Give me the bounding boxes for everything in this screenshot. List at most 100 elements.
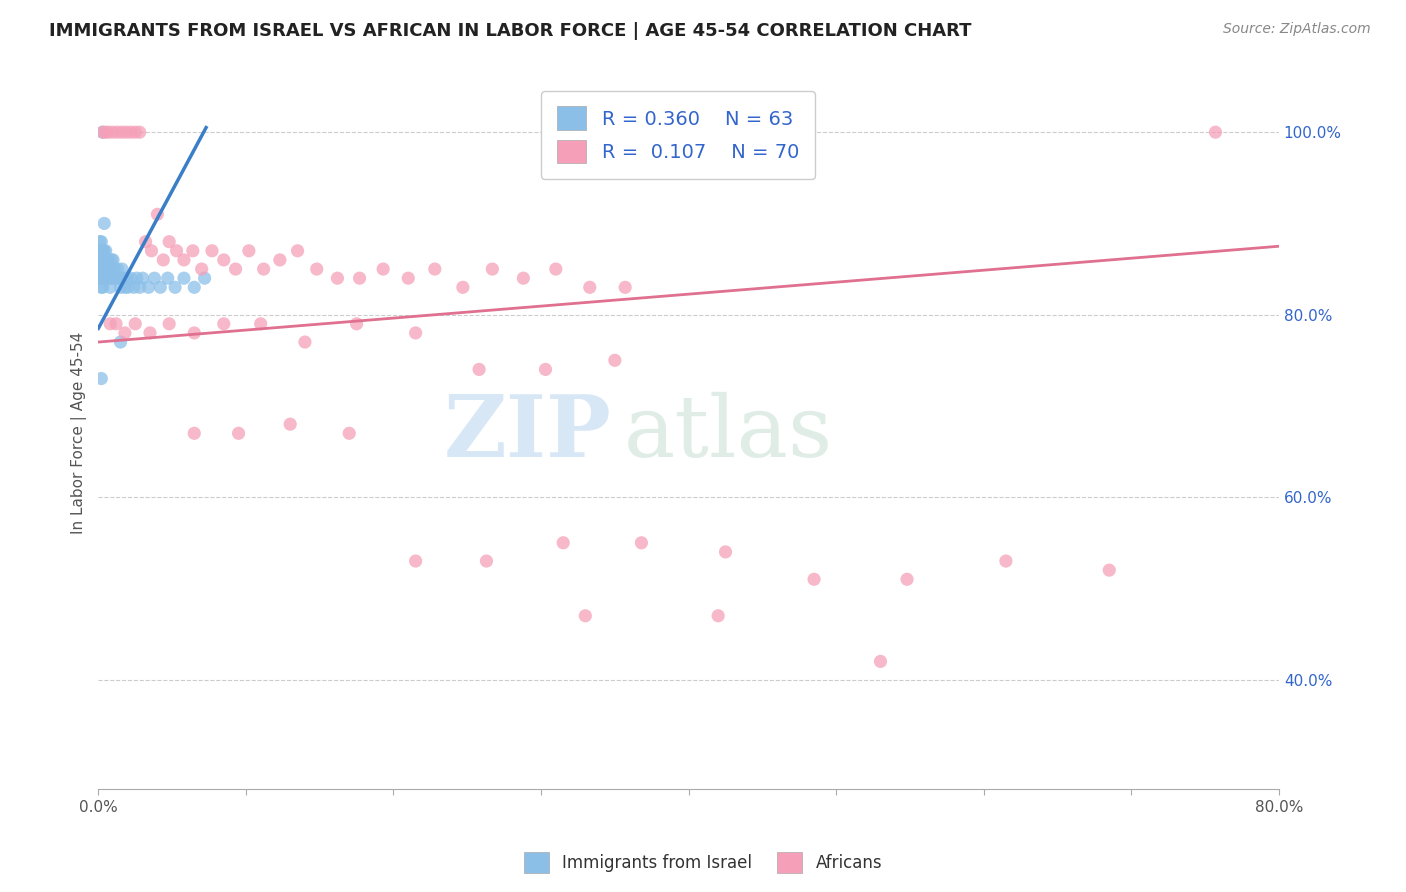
Point	[1204, 125, 1226, 139]
Point	[93, 252, 115, 267]
Point	[544, 262, 567, 277]
Point	[326, 271, 349, 285]
Point	[91, 262, 114, 277]
Point	[238, 244, 260, 258]
Point	[305, 262, 328, 277]
Point	[93, 271, 115, 285]
Text: atlas: atlas	[624, 392, 832, 475]
Point	[128, 280, 150, 294]
Point	[869, 654, 891, 668]
Point	[98, 317, 121, 331]
Point	[89, 235, 111, 249]
Point	[101, 271, 124, 285]
Point	[90, 244, 112, 258]
Point	[115, 125, 138, 139]
Point	[249, 317, 271, 331]
Point	[120, 125, 142, 139]
Point	[278, 417, 301, 432]
Point	[135, 235, 157, 249]
Point	[124, 317, 146, 331]
Point	[97, 252, 120, 267]
Point	[481, 262, 503, 277]
Point	[105, 317, 128, 331]
Point	[405, 554, 427, 568]
Point	[373, 262, 395, 277]
Point	[111, 125, 134, 139]
Text: Source: ZipAtlas.com: Source: ZipAtlas.com	[1223, 22, 1371, 37]
Point	[103, 262, 125, 277]
Point	[396, 271, 419, 285]
Point	[110, 334, 132, 349]
Point	[90, 252, 112, 267]
Point	[97, 125, 120, 139]
Point	[111, 262, 134, 277]
Point	[110, 280, 132, 294]
Point	[91, 271, 114, 285]
Point	[122, 280, 145, 294]
Point	[97, 262, 120, 277]
Point	[1098, 563, 1121, 577]
Point	[100, 271, 122, 285]
Point	[97, 271, 120, 285]
Point	[287, 244, 309, 258]
Point	[534, 362, 557, 376]
Point	[114, 326, 136, 340]
Point	[141, 244, 163, 258]
Point	[98, 280, 121, 294]
Point	[574, 608, 596, 623]
Point	[294, 334, 316, 349]
Point	[405, 326, 427, 340]
Point	[173, 252, 195, 267]
Point	[108, 271, 131, 285]
Point	[183, 426, 205, 441]
Point	[714, 545, 737, 559]
Text: IMMIGRANTS FROM ISRAEL VS AFRICAN IN LABOR FORCE | AGE 45-54 CORRELATION CHART: IMMIGRANTS FROM ISRAEL VS AFRICAN IN LAB…	[49, 22, 972, 40]
Point	[225, 262, 247, 277]
Point	[93, 216, 115, 230]
Point	[96, 271, 118, 285]
Point	[98, 262, 121, 277]
Point	[125, 271, 148, 285]
Point	[89, 244, 111, 258]
Point	[337, 426, 360, 441]
Point	[578, 280, 600, 294]
Point	[89, 262, 111, 277]
Point	[152, 252, 174, 267]
Point	[194, 271, 217, 285]
Point	[105, 271, 128, 285]
Point	[90, 262, 112, 277]
Y-axis label: In Labor Force | Age 45-54: In Labor Force | Age 45-54	[72, 332, 87, 534]
Point	[90, 280, 112, 294]
Point	[896, 572, 918, 586]
Point	[94, 244, 117, 258]
Point	[157, 235, 180, 249]
Point	[115, 271, 138, 285]
Point	[91, 125, 114, 139]
Point	[165, 280, 187, 294]
Point	[146, 207, 169, 221]
Point	[96, 252, 118, 267]
Point	[269, 252, 291, 267]
Point	[94, 271, 117, 285]
Point	[114, 280, 136, 294]
Point	[96, 262, 118, 277]
Point	[112, 271, 135, 285]
Point	[101, 252, 124, 267]
Legend: R = 0.360    N = 63, R =  0.107    N = 70: R = 0.360 N = 63, R = 0.107 N = 70	[541, 91, 814, 179]
Point	[90, 371, 112, 385]
Point	[117, 280, 139, 294]
Point	[183, 280, 205, 294]
Point	[93, 244, 115, 258]
Point	[183, 326, 205, 340]
Legend: Immigrants from Israel, Africans: Immigrants from Israel, Africans	[517, 846, 889, 880]
Point	[553, 536, 575, 550]
Point	[138, 280, 160, 294]
Point	[94, 252, 117, 267]
Point	[139, 326, 162, 340]
Point	[128, 125, 150, 139]
Point	[994, 554, 1017, 568]
Point	[253, 262, 276, 277]
Point	[181, 244, 204, 258]
Point	[107, 262, 129, 277]
Point	[91, 280, 114, 294]
